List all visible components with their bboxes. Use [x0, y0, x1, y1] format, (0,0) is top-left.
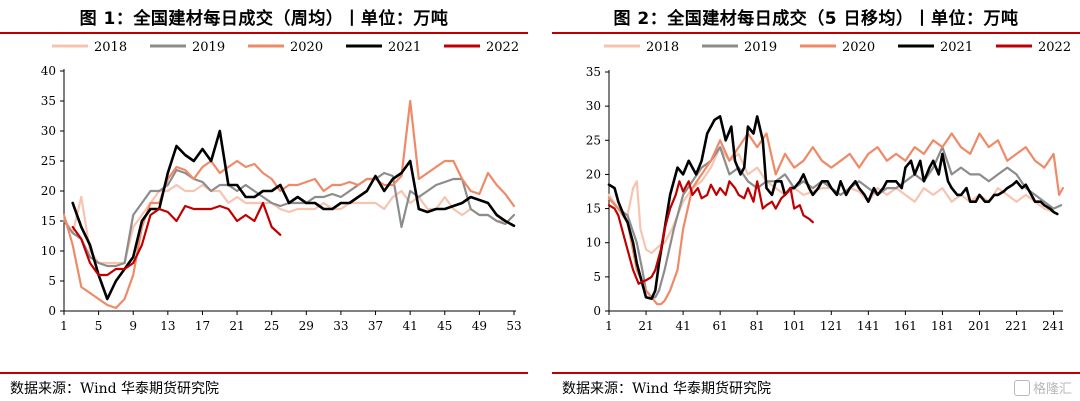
legend-label-2019: 2019 — [192, 40, 225, 55]
x-tick-label: 141 — [857, 319, 880, 333]
y-tick-label: 5 — [593, 270, 601, 284]
bottom-rule — [0, 372, 528, 374]
bottom-rule — [552, 372, 1080, 374]
x-tick-label: 37 — [368, 319, 383, 333]
y-tick-label: 35 — [586, 65, 601, 79]
x-tick-label: 201 — [968, 319, 991, 333]
top-rule — [0, 32, 528, 34]
y-tick-label: 20 — [586, 167, 601, 181]
y-tick-label: 30 — [41, 124, 56, 138]
y-tick-label: 15 — [586, 202, 601, 216]
chart-title: 图 2：全国建材每日成交（5 日移均）丨单位：万吨 — [613, 9, 1019, 29]
y-tick-label: 25 — [586, 133, 601, 147]
y-tick-label: 0 — [48, 304, 56, 318]
y-tick-label: 5 — [48, 274, 56, 288]
top-rule — [552, 32, 1080, 34]
legend-label-2022: 2022 — [1038, 40, 1071, 55]
x-tick-label: 21 — [638, 319, 653, 333]
legend-label-2019: 2019 — [744, 40, 777, 55]
x-tick-label: 81 — [750, 319, 765, 333]
x-tick-label: 41 — [675, 319, 690, 333]
x-tick-label: 161 — [894, 319, 917, 333]
series-line-2021 — [71, 129, 516, 301]
x-tick-label: 25 — [264, 319, 279, 333]
series-line-2018 — [607, 145, 1055, 255]
y-tick-label: 10 — [586, 236, 601, 250]
x-tick-label: 33 — [333, 319, 348, 333]
legend-label-2021: 2021 — [388, 40, 421, 55]
legend-label-2020: 2020 — [290, 40, 323, 55]
x-tick-label: 221 — [1005, 319, 1028, 333]
y-tick-label: 30 — [586, 99, 601, 113]
series-line-2020 — [607, 132, 1064, 306]
legend-label-2020: 2020 — [842, 40, 875, 55]
watermark: 格隆汇 — [1013, 378, 1072, 397]
y-tick-label: 40 — [41, 64, 56, 78]
chart-panel-2: 图 2：全国建材每日成交（5 日移均）丨单位：万吨 0 5 10 15 20 25 30 35… — [552, 0, 1080, 401]
series-line-2022 — [607, 180, 814, 285]
x-tick-label: 49 — [472, 319, 487, 333]
x-tick-label: 61 — [713, 319, 728, 333]
series-line-2020 — [62, 99, 516, 310]
x-tick-label: 241 — [1042, 319, 1065, 333]
x-tick-label: 9 — [129, 319, 137, 333]
x-tick-label: 17 — [195, 319, 210, 333]
x-tick-label: 21 — [229, 319, 244, 333]
series-line-2022 — [71, 201, 282, 277]
watermark-logo-icon — [1013, 380, 1030, 396]
series-line-2021 — [607, 115, 1059, 301]
chart-title: 图 1：全国建材每日成交（周均）丨单位：万吨 — [79, 9, 449, 29]
legend-label-2018: 2018 — [646, 40, 679, 55]
x-tick-label: 121 — [820, 319, 843, 333]
y-tick-label: 10 — [41, 244, 56, 258]
x-tick-label: 1 — [60, 319, 68, 333]
series-line-2018 — [62, 183, 507, 265]
x-tick-label: 13 — [160, 319, 175, 333]
legend-label-2018: 2018 — [94, 40, 127, 55]
data-source: 数据来源：Wind 华泰期货研究院 — [10, 381, 220, 397]
x-tick-label: 1 — [605, 319, 613, 333]
y-tick-label: 20 — [41, 184, 56, 198]
y-tick-label: 15 — [41, 214, 56, 228]
y-tick-label: 25 — [41, 154, 56, 168]
chart-panel-1: 图 1：全国建材每日成交（周均）丨单位：万吨 0 5 10 15 20 25 30 35 40 1… — [0, 0, 528, 401]
x-tick-label: 5 — [95, 319, 103, 333]
x-tick-label: 53 — [506, 319, 521, 333]
y-tick-label: 35 — [41, 94, 56, 108]
x-tick-label: 101 — [783, 319, 806, 333]
x-tick-label: 29 — [299, 319, 314, 333]
y-tick-label: 0 — [593, 304, 601, 318]
x-tick-label: 181 — [931, 319, 954, 333]
data-source: 数据来源：Wind 华泰期货研究院 — [562, 381, 772, 397]
x-tick-label: 45 — [437, 319, 452, 333]
legend-label-2022: 2022 — [486, 40, 519, 55]
watermark-text: 格隆汇 — [1032, 382, 1072, 397]
legend-label-2021: 2021 — [940, 40, 973, 55]
x-tick-label: 41 — [403, 319, 418, 333]
